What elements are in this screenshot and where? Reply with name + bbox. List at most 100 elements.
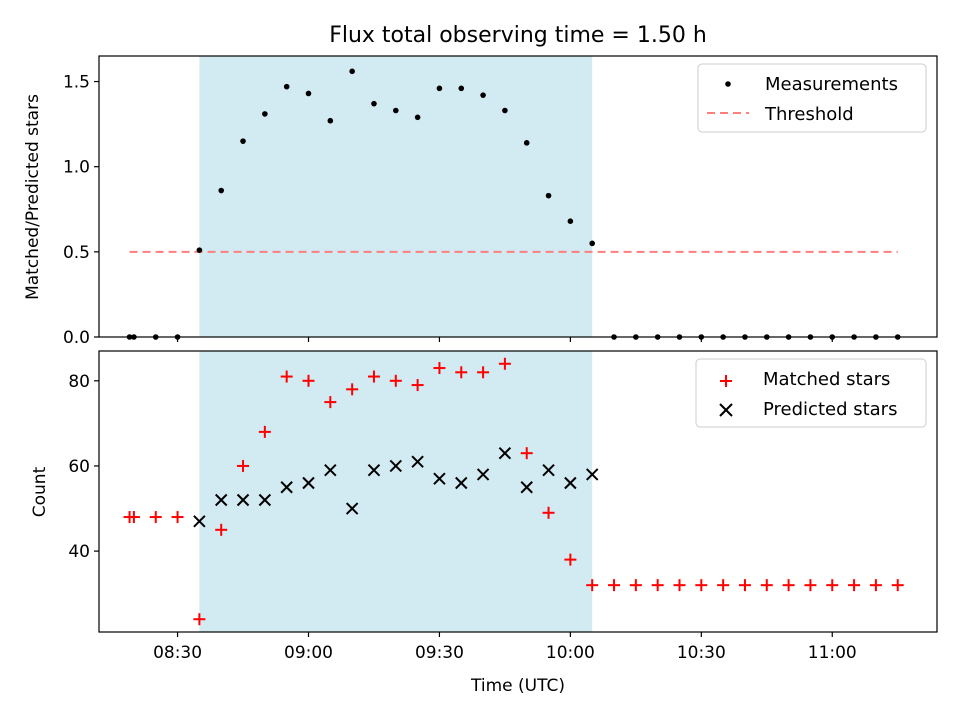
predicted-star-point: [193, 515, 206, 528]
matched-star-point: [477, 366, 490, 379]
top-plot-frame: [98, 55, 938, 338]
measurement-point: [327, 117, 334, 124]
matched-star-point: [520, 447, 533, 460]
bottom-legend: Matched stars Predicted stars: [695, 358, 927, 428]
measurement-point: [283, 83, 290, 90]
measurement-point: [262, 111, 268, 117]
predicted-star-point: [433, 472, 446, 485]
predicted-star-point: [258, 493, 272, 507]
matched-star-point: [171, 511, 184, 524]
matched-star-point: [782, 579, 795, 592]
predicted-star-point: [280, 481, 293, 494]
matched-star-point: [455, 366, 468, 379]
predicted-star-point: [585, 468, 599, 481]
predicted-star-point: [324, 464, 337, 477]
predicted-star-point: [236, 493, 250, 507]
matched-star-point: [542, 506, 555, 519]
top-panel: 0.0 0.5 1.0 1.5 Matched/Predicted stars Mea…: [23, 55, 938, 348]
top-y-axis-label: Matched/Predicted stars: [23, 94, 43, 300]
matched-star-point: [629, 579, 642, 592]
matched-star-point: [804, 579, 817, 592]
x-tick-label: 10:00: [546, 643, 595, 663]
measurement-point: [196, 247, 203, 253]
matched-star-point: [608, 579, 621, 592]
matched-star-point: [673, 579, 686, 592]
matched-star-point: [258, 425, 271, 438]
bottom-shaded-region: [199, 351, 593, 632]
legend-predicted-marker: [719, 403, 733, 417]
measurement-point: [436, 85, 443, 92]
matched-star-point: [891, 579, 904, 592]
top-legend: Measurements Threshold: [697, 63, 927, 133]
x-tick-label: 09:00: [284, 643, 333, 663]
bottom-legend-box: [695, 358, 927, 428]
matched-star-point: [717, 579, 730, 592]
matched-star-point: [346, 383, 359, 396]
matched-star-point: [651, 579, 664, 592]
predicted-star-point: [498, 446, 512, 460]
measurement-point: [545, 192, 552, 199]
measurement-point: [523, 140, 530, 146]
chart-title: Flux total observing time = 1.50 h: [329, 23, 707, 48]
matched-star-point: [324, 396, 337, 409]
measurement-point: [305, 90, 312, 97]
legend-predicted-label: Predicted stars: [763, 399, 897, 420]
bottom-y-tick-label: 80: [68, 372, 90, 392]
predicted-star-point: [302, 476, 315, 490]
legend-matched-label: Matched stars: [763, 369, 890, 390]
legend-threshold-label: Threshold: [764, 104, 854, 125]
legend-measurements-label: Measurements: [765, 74, 898, 95]
predicted-star-point: [476, 468, 490, 481]
x-axis-label: Time (UTC): [470, 676, 565, 696]
predicted-star-point: [411, 455, 424, 468]
top-y-tick-label: 0.5: [63, 243, 90, 263]
matched-star-point: [695, 579, 708, 592]
matched-star-point: [127, 511, 140, 524]
measurement-point: [502, 107, 508, 114]
matched-star-point: [411, 379, 424, 392]
bottom-y-axis-label: Count: [30, 466, 50, 517]
matched-star-point: [280, 370, 293, 383]
measurement-point: [240, 138, 246, 144]
measurement-point: [414, 114, 421, 121]
top-y-tick-label: 0.0: [63, 328, 90, 348]
predicted-star-point: [367, 464, 381, 477]
matched-star-point: [193, 613, 206, 626]
predicted-star-point: [455, 476, 468, 490]
matched-star-point: [215, 523, 228, 536]
matched-star-point: [433, 362, 446, 375]
predicted-star-point: [215, 493, 228, 507]
x-tick-label: 08:30: [153, 643, 202, 663]
measurement-point: [218, 187, 225, 194]
predicted-star-point: [564, 476, 577, 490]
matched-star-point: [237, 459, 250, 472]
matched-star-point: [586, 579, 599, 592]
matched-star-point: [869, 579, 882, 592]
measurement-point: [480, 92, 486, 98]
legend-matched-marker: [720, 375, 732, 387]
matched-star-point: [367, 370, 380, 383]
matched-star-point: [389, 374, 402, 387]
top-y-tick-label: 1.0: [63, 158, 90, 178]
measurement-point: [371, 100, 377, 107]
x-tick-label: 09:30: [415, 643, 464, 663]
x-tick-label: 10:30: [677, 643, 726, 663]
predicted-star-point: [389, 459, 402, 473]
measurement-point: [392, 107, 399, 114]
bottom-y-tick-label: 40: [68, 542, 90, 562]
measurement-point: [589, 240, 595, 247]
matched-star-point: [848, 579, 861, 592]
matched-star-point: [149, 511, 162, 524]
matched-star-point: [826, 579, 839, 592]
measurement-point: [458, 85, 465, 92]
matched-star-point: [302, 374, 315, 387]
matched-star-point: [564, 553, 577, 566]
top-shaded-region: [199, 56, 593, 337]
bottom-panel: 40 60 80 08:30 09:00 09:30 10:00 10:30 11:00 Cou…: [30, 350, 938, 696]
predicted-star-point: [542, 464, 555, 477]
legend-measurements-marker: [725, 81, 731, 87]
matched-star-point: [738, 579, 751, 592]
top-y-tick-label: 1.5: [63, 73, 90, 93]
bottom-y-tick-label: 60: [68, 457, 90, 477]
